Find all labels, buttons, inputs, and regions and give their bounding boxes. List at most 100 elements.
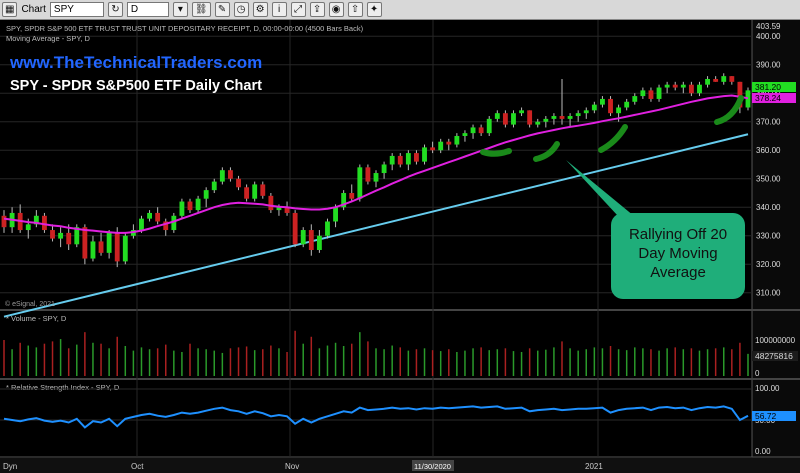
candle-body xyxy=(608,98,613,114)
candle-body xyxy=(114,232,120,262)
time-label-nov: Nov xyxy=(285,462,299,471)
price-tick-label: 330.00 xyxy=(756,232,781,241)
volume-zero-label: 0 xyxy=(755,369,760,378)
info-icon[interactable]: i xyxy=(271,2,287,17)
last-volume-label: 48275816 xyxy=(755,351,793,361)
candle-body xyxy=(341,192,347,208)
last-price-marker xyxy=(752,82,796,92)
candle-body xyxy=(567,116,573,119)
candle-body xyxy=(624,101,630,108)
candle-body xyxy=(721,76,727,82)
candle-body xyxy=(535,121,541,125)
time-label-oct: Oct xyxy=(131,462,144,471)
camera-icon[interactable]: ◉ xyxy=(328,2,344,17)
support-dash-marks xyxy=(480,95,744,162)
callout-box xyxy=(611,213,745,299)
candle-body xyxy=(494,113,500,119)
candle-body xyxy=(365,167,371,182)
candle-body xyxy=(664,84,670,88)
candle-body xyxy=(591,104,597,111)
trend-line xyxy=(3,133,749,318)
last-rsi-marker xyxy=(752,411,796,421)
share-icon[interactable]: ⇧ xyxy=(347,2,363,17)
candle-body xyxy=(90,241,96,259)
candle-body xyxy=(292,212,298,245)
candle-body xyxy=(405,153,411,165)
link-icon[interactable]: ⛓ xyxy=(191,2,211,17)
gridlines xyxy=(0,20,752,457)
candle-body xyxy=(98,241,104,253)
candle-body xyxy=(430,147,436,151)
candle-body xyxy=(74,227,80,245)
toolbar: ▦ Chart SPY ↻ D ▾ ⛓ ✎ ◷ ⚙ i ⤢ ⇪ ◉ ⇧ ✦ xyxy=(0,0,800,20)
callout-bubble: Rallying Off 20 Day Moving Average xyxy=(566,160,745,299)
candle-body xyxy=(1,215,7,228)
chart-icon[interactable]: ▦ xyxy=(2,2,18,17)
candle-body xyxy=(697,84,702,94)
callout-line1: Rallying Off 20 xyxy=(629,226,727,243)
candle-body xyxy=(729,76,735,82)
moving-average-line xyxy=(3,94,749,234)
candle-body xyxy=(648,90,654,99)
rsi-header: * Relative Strength Index - SPY, D xyxy=(6,383,120,392)
candle-body xyxy=(357,167,363,199)
candle-body xyxy=(656,87,662,99)
candle-body xyxy=(33,215,39,225)
price-tick-label: 360.00 xyxy=(756,146,781,155)
interval-select[interactable]: D xyxy=(126,2,169,17)
candle-body xyxy=(179,201,185,216)
draw-icon[interactable]: ✎ xyxy=(214,2,230,17)
volume-bars-layer xyxy=(3,330,749,376)
dash-mark-2 xyxy=(533,141,560,162)
candle-body xyxy=(373,173,379,182)
clock-icon[interactable]: ◷ xyxy=(233,2,249,17)
chart-title: SPY - SPDR S&P500 ETF Daily Chart xyxy=(10,78,262,94)
moving-average-layer xyxy=(3,94,749,234)
candle-body xyxy=(527,110,533,125)
time-cursor-marker xyxy=(412,460,454,471)
price-tick-label: 340.00 xyxy=(756,203,781,212)
price-tick-label: 310.00 xyxy=(756,289,781,298)
candle-body xyxy=(316,235,322,250)
trendline-layer xyxy=(3,133,749,318)
candle-body xyxy=(25,224,31,231)
refresh-icon[interactable]: ↻ xyxy=(107,2,123,17)
export-icon[interactable]: ⇪ xyxy=(309,2,325,17)
time-label-cursor: 11/30/2020 xyxy=(414,462,451,471)
candle-body xyxy=(66,232,72,245)
twitter-icon[interactable]: ✦ xyxy=(366,2,382,17)
candle-body xyxy=(155,212,161,222)
settings-icon[interactable]: ⚙ xyxy=(252,2,268,17)
copyright-text: © eSignal, 2021 xyxy=(5,300,55,308)
candle-body xyxy=(284,207,290,213)
price-header-line2: Moving Average - SPY, D xyxy=(6,34,91,43)
candle-body xyxy=(705,78,710,85)
candle-body xyxy=(422,147,427,162)
candle-body xyxy=(260,184,266,196)
chart-label: Chart xyxy=(21,4,46,15)
symbol-input[interactable]: SPY xyxy=(49,2,104,17)
candle-body xyxy=(381,164,387,174)
candle-body xyxy=(640,90,646,97)
candle-body xyxy=(672,84,678,88)
candle-body xyxy=(454,135,460,145)
price-tick-label: 390.00 xyxy=(756,61,781,70)
dropdown-icon[interactable]: ▾ xyxy=(172,2,188,17)
ma-value-marker xyxy=(752,93,796,103)
last-price-label: 381.20 xyxy=(755,82,781,92)
candle-body xyxy=(171,215,177,231)
price-tick-label: 370.00 xyxy=(756,118,781,127)
candle-body xyxy=(414,153,419,162)
price-tick-label: 400.00 xyxy=(756,32,781,41)
dyn-label[interactable]: Dyn xyxy=(3,462,17,471)
candle-body xyxy=(122,235,128,262)
candle-body xyxy=(438,141,444,151)
candle-body xyxy=(219,170,225,182)
candle-body xyxy=(203,190,209,199)
time-axis-background xyxy=(0,458,800,473)
rsi-line xyxy=(3,405,749,429)
candle-body xyxy=(737,81,743,108)
candle-body xyxy=(616,107,622,114)
expand-icon[interactable]: ⤢ xyxy=(290,2,306,17)
price-tick-label: 320.00 xyxy=(756,260,781,269)
